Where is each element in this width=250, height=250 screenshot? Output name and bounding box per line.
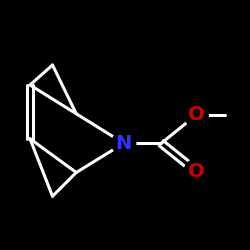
- Text: O: O: [188, 106, 204, 124]
- Text: O: O: [188, 162, 204, 181]
- Circle shape: [112, 131, 136, 155]
- Circle shape: [184, 159, 208, 183]
- Text: N: N: [116, 134, 132, 153]
- Circle shape: [184, 103, 208, 127]
